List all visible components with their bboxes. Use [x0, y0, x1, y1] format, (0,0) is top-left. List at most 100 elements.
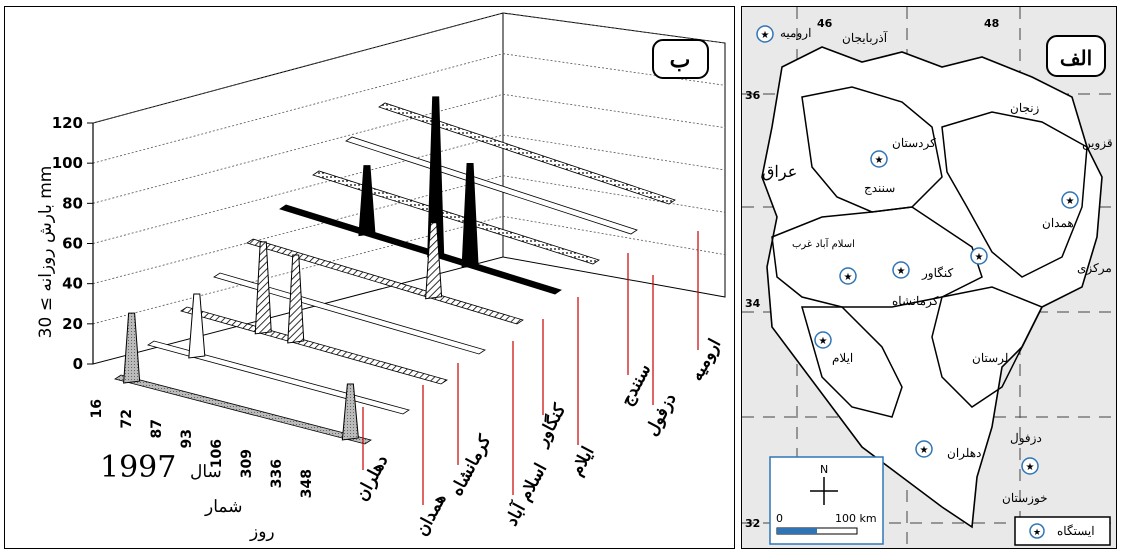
station-label: کنگاور — [530, 400, 571, 451]
map-panel-a: 46 48 36 34 32 آذربایجان ارومیه زنجان قز… — [741, 6, 1118, 550]
kurdistan-border — [801, 86, 943, 213]
coord-32: 32 — [745, 517, 760, 530]
station-marker-dezful: ★ — [1021, 457, 1039, 475]
region-hamedan: همدان — [1042, 216, 1074, 230]
region-iraq: عراق — [762, 162, 797, 181]
y-ticks: 0 20 40 60 80 100 120 — [52, 114, 93, 373]
station-floor-strip — [180, 306, 448, 385]
svg-text:★: ★ — [819, 336, 828, 347]
station-floor-strip — [147, 340, 410, 415]
region-qazvin: قزوین — [1082, 136, 1113, 150]
region-kurdistan: کردستان — [892, 136, 936, 150]
station-map: 46 48 36 34 32 آذربایجان ارومیه زنجان قز… — [742, 7, 1118, 550]
region-kermanshah: کرمانشاه — [892, 294, 939, 308]
y-tick-label: 60 — [62, 235, 83, 253]
day-tick-label: 106 — [209, 439, 225, 468]
year-label: 1997 — [100, 450, 176, 485]
svg-text:★: ★ — [844, 272, 853, 283]
station-label: ایلام — [567, 443, 599, 479]
y-tick-label: 40 — [62, 275, 83, 293]
scale-zero: 0 — [776, 512, 783, 525]
station-bar — [425, 222, 443, 300]
station-label: کرمانشاه — [447, 431, 496, 499]
scale-distance: 100 km — [835, 512, 877, 525]
station-marker-sanandaj: ★ — [870, 150, 888, 168]
station-marker-kangavar: ★ — [970, 247, 988, 265]
svg-text:★: ★ — [761, 30, 770, 41]
station-rows — [114, 96, 676, 445]
station-marker-hamedan: ★ — [1061, 191, 1079, 209]
station-bar — [188, 293, 206, 359]
station-bar — [461, 162, 479, 269]
hamedan-border — [941, 111, 1088, 278]
coord-48: 48 — [984, 17, 999, 30]
day-tick-label: 309 — [239, 449, 255, 478]
region-azarbayjan: آذربایجان — [842, 30, 888, 45]
station-marker-eslamabad: ★ — [839, 267, 857, 285]
station-floor-strip — [213, 272, 486, 355]
region-markazi: مرکزی — [1077, 261, 1112, 275]
legend-station-icon: ★ — [1029, 523, 1045, 539]
y-tick-label: 20 — [62, 315, 83, 333]
station-marker-dehloran: ★ — [915, 440, 933, 458]
region-lorestan: لرستان — [972, 351, 1008, 365]
region-kangavar: کنگاور — [921, 266, 953, 280]
panel-a-label-box — [1046, 35, 1106, 77]
lorestan-border — [931, 286, 1044, 408]
region-dezful: دزفول — [1010, 431, 1042, 445]
station-label: سنندج — [617, 361, 656, 410]
north-label: N — [820, 463, 828, 476]
sal-label: سال — [190, 462, 222, 482]
day-tick-label: 16 — [89, 399, 105, 418]
y-axis-label: بارش روزانه ≥ 30 mm — [36, 166, 56, 339]
y-tick-label: 120 — [52, 114, 83, 132]
coord-36: 36 — [745, 89, 761, 102]
station-floor-strip — [114, 374, 372, 445]
station-marker-ilam: ★ — [814, 331, 832, 349]
coord-46: 46 — [817, 17, 833, 30]
svg-text:★: ★ — [897, 266, 906, 277]
region-zanjan: زنجان — [1010, 101, 1040, 115]
day-tick-label: 72 — [119, 409, 135, 428]
station-floor-strip — [345, 136, 638, 235]
station-bar — [254, 241, 272, 335]
legend-label: ایستگاه — [1057, 524, 1095, 538]
region-khuzestan: خوزستان — [1002, 491, 1048, 505]
day-tick-labels: 16 72 87 93 106 309 336 348 — [89, 399, 315, 498]
svg-text:★: ★ — [1026, 462, 1035, 473]
panel-b-label-box — [652, 39, 709, 79]
station-marker-urmia: ★ — [756, 25, 774, 43]
region-dehloran: دهلران — [947, 446, 981, 460]
svg-text:★: ★ — [875, 155, 884, 166]
svg-text:★: ★ — [1066, 196, 1075, 207]
svg-text:★: ★ — [975, 252, 984, 263]
y-tick-label: 0 — [73, 355, 83, 373]
day-tick-label: 348 — [299, 469, 315, 498]
coord-34: 34 — [745, 297, 761, 310]
station-bar — [123, 312, 141, 384]
station-floor-strip — [378, 102, 676, 205]
rainfall-3d-chart: 0 20 40 60 80 100 120 16 72 87 93 106 309 336 348 دهل… — [36, 12, 726, 542]
station-bar — [358, 165, 376, 237]
region-sanandaj: سنندج — [864, 181, 895, 195]
kermanshah-border — [771, 206, 983, 308]
rooz-label: روز — [249, 522, 275, 542]
day-tick-label: 336 — [269, 459, 285, 488]
station-bar — [287, 254, 305, 344]
station-label: دزفول — [642, 390, 681, 439]
shomar-label: شمار — [204, 497, 242, 517]
y-tick-label: 100 — [52, 154, 83, 172]
scale-bar-fill — [777, 528, 817, 534]
station-label: اسلام آباد — [500, 459, 551, 529]
station-floor-strip — [312, 170, 600, 265]
svg-text:★: ★ — [1033, 528, 1041, 538]
panel-a-label: الف — [1060, 46, 1092, 70]
station-marker-kermanshah: ★ — [892, 261, 910, 279]
study-area-outline — [761, 46, 1103, 529]
chart-panel-b: 0 20 40 60 80 100 120 16 72 87 93 106 309 336 348 دهل… — [4, 6, 735, 549]
region-ilam: ایلام — [832, 351, 853, 365]
region-urmia: ارومیه — [780, 26, 811, 40]
north-arrow-icon — [810, 477, 838, 505]
station-markers: ★ ★ ★ ★ ★ ★ ★ ★ ★ — [756, 25, 1079, 475]
svg-text:★: ★ — [920, 445, 929, 456]
